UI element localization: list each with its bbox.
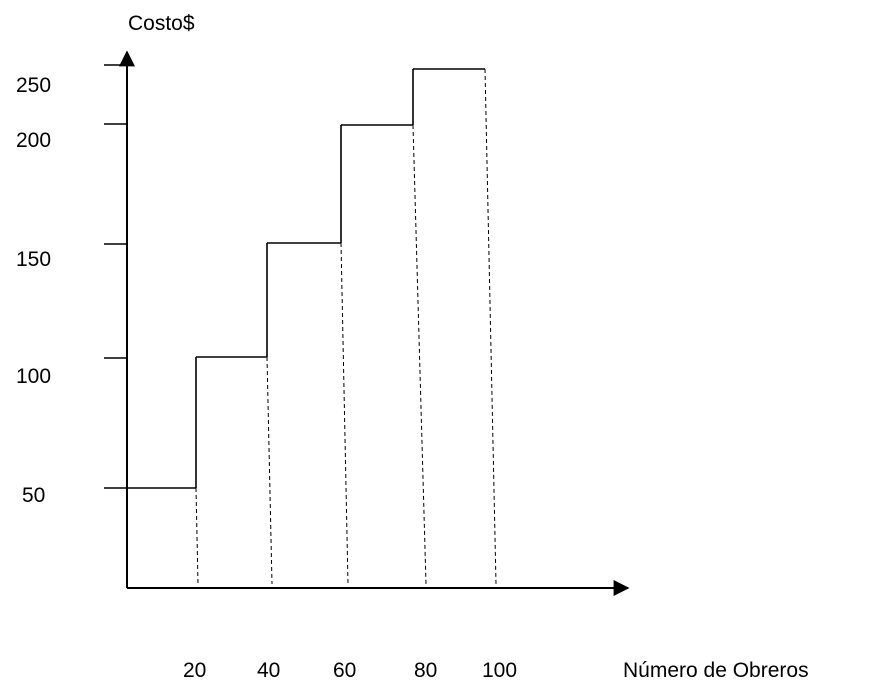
y-tick-label: 200 bbox=[16, 129, 51, 152]
step-dashed-drop bbox=[195, 487, 199, 585]
x-tick-label: 20 bbox=[183, 659, 206, 682]
step-dashed-drop bbox=[266, 356, 273, 585]
step-series bbox=[127, 68, 497, 585]
y-tick-label: 50 bbox=[22, 484, 45, 507]
step-dashed-drop bbox=[412, 124, 427, 585]
step-dashed-drop bbox=[484, 68, 497, 585]
y-tick-label: 250 bbox=[16, 74, 51, 97]
x-ticks: 20 40 60 80 100 bbox=[183, 659, 517, 682]
y-axis-label: Costo$ bbox=[128, 12, 195, 35]
x-tick-label: 80 bbox=[414, 659, 437, 682]
y-tick-label: 150 bbox=[16, 248, 51, 271]
x-tick-label: 60 bbox=[333, 659, 356, 682]
x-axis-label: Número de Obreros bbox=[623, 659, 809, 682]
step-dashed-drop bbox=[340, 242, 349, 585]
x-tick-label: 100 bbox=[482, 659, 517, 682]
y-tick-label: 100 bbox=[16, 365, 51, 388]
y-ticks: 250 200 150 100 50 bbox=[16, 64, 127, 507]
x-tick-label: 40 bbox=[257, 659, 280, 682]
